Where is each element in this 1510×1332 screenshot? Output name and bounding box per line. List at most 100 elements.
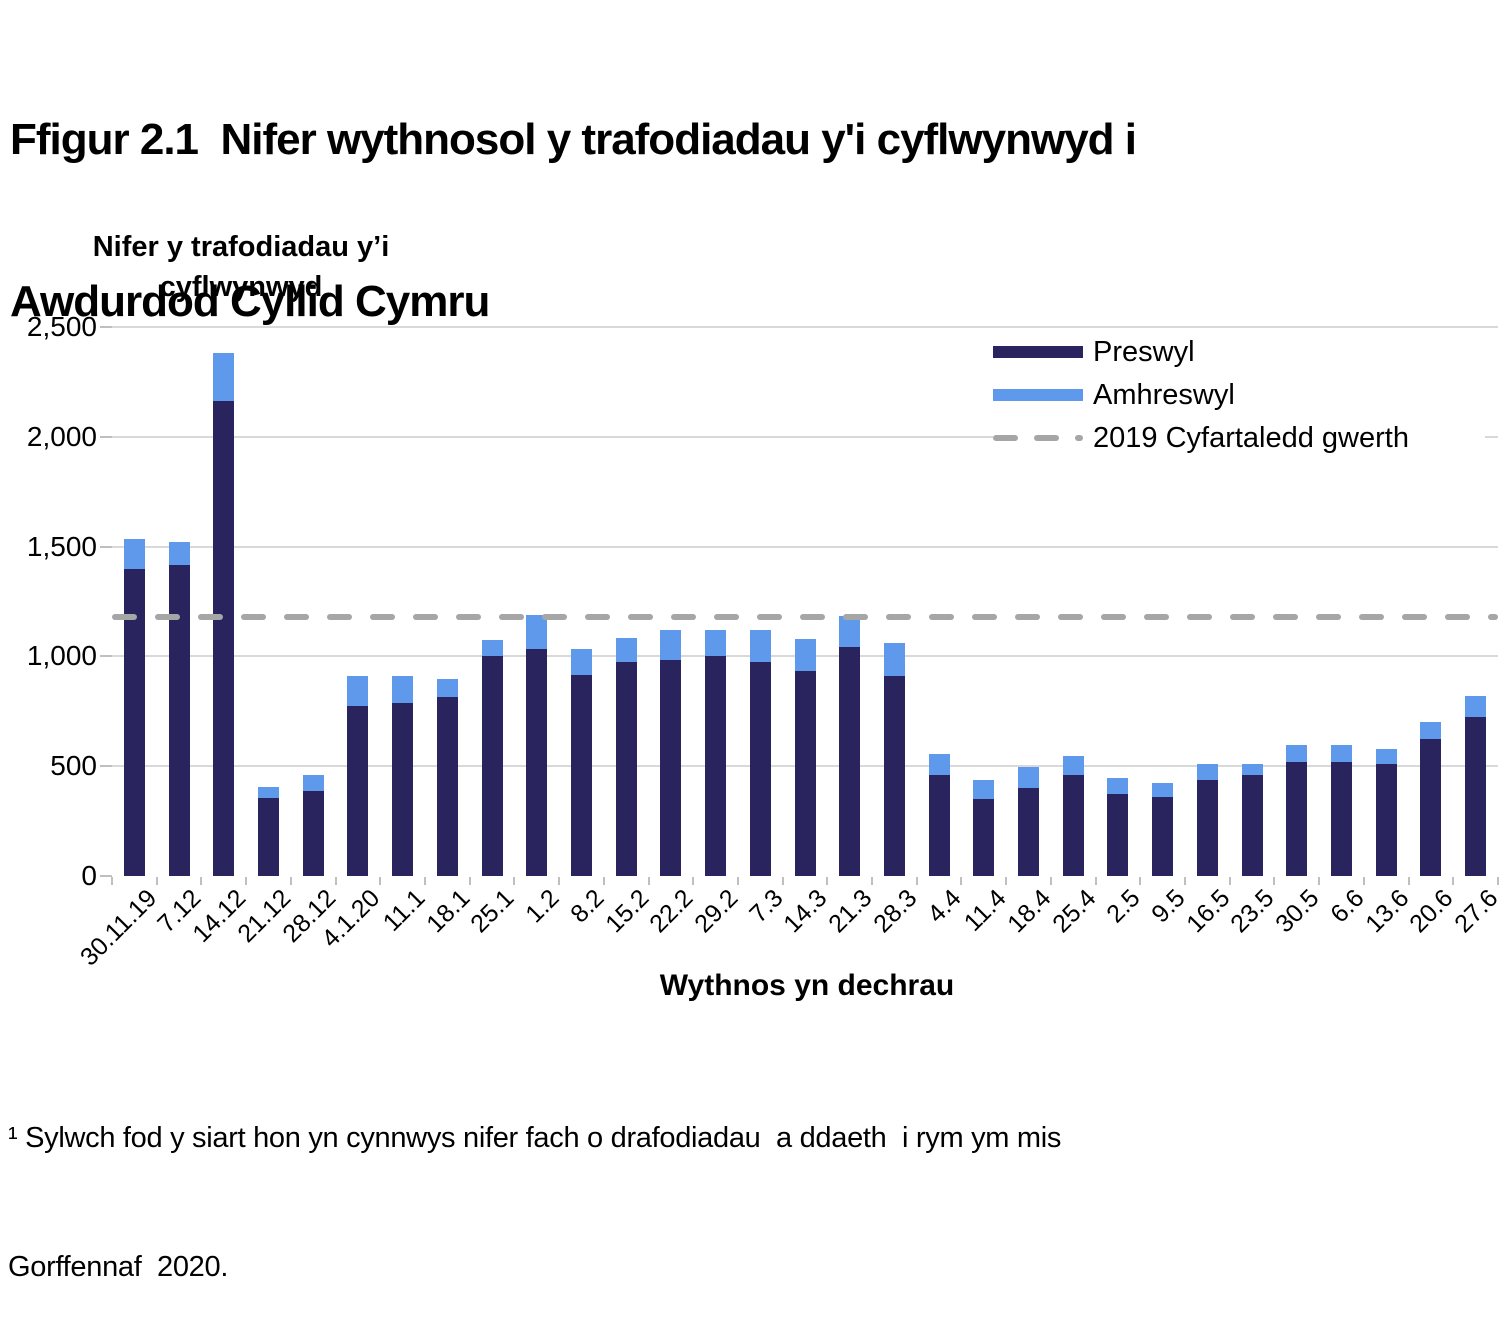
legend-label-amhreswyl: Amhreswyl <box>1093 378 1235 411</box>
x-tick-label: 16.5 <box>1180 884 1236 939</box>
bar-segment-preswyl <box>1286 761 1308 876</box>
bar-segment-preswyl <box>749 661 771 876</box>
chart-title-line1: Ffigur 2.1 Nifer wythnosol y trafodiadau… <box>10 115 1137 164</box>
x-tick-label: 18.1 <box>420 884 476 939</box>
bar-segment-amhreswyl <box>168 542 190 566</box>
x-axis-tick <box>1273 877 1276 885</box>
average-line-dash <box>1488 613 1498 620</box>
average-line-dash <box>585 613 610 620</box>
bar-segment-amhreswyl <box>526 614 548 649</box>
bar-segment-preswyl <box>1420 738 1442 876</box>
bar-segment-amhreswyl <box>1018 767 1040 789</box>
x-axis-tick <box>1497 877 1499 885</box>
x-axis-tick <box>1005 877 1008 885</box>
x-tick-label: 15.2 <box>599 884 654 939</box>
x-axis-tick <box>826 877 829 885</box>
x-axis-tick <box>200 877 203 885</box>
x-tick-label: 11.1 <box>377 884 431 937</box>
average-line-dash <box>1445 613 1470 620</box>
x-axis-tick <box>245 877 248 885</box>
x-axis-tick <box>558 877 561 885</box>
bar-segment-amhreswyl <box>1152 782 1174 797</box>
footnote-line2: Gorffennaf 2020. <box>8 1251 229 1283</box>
bar-segment-amhreswyl <box>1331 745 1353 762</box>
average-line-dash <box>112 613 137 620</box>
dashed-line-icon <box>993 435 1083 441</box>
average-line-dash <box>628 613 653 620</box>
bar-segment-preswyl <box>1062 774 1084 876</box>
legend-label-average: 2019 Cyfartaledd gwerth <box>1093 421 1409 454</box>
average-line-dash <box>1402 613 1427 620</box>
legend: Preswyl Amhreswyl 2019 Cyfartaledd gwert… <box>993 336 1485 454</box>
bar-segment-amhreswyl <box>257 787 279 799</box>
bar-segment-amhreswyl <box>660 630 682 660</box>
average-line-dash <box>542 613 567 620</box>
bar-segment-preswyl <box>570 675 592 876</box>
x-axis-tick <box>1228 877 1231 885</box>
preswyl-swatch-icon <box>993 346 1083 358</box>
bar-segment-amhreswyl <box>436 679 458 698</box>
bar-segment-amhreswyl <box>615 637 637 662</box>
bar-segment-preswyl <box>794 670 816 876</box>
x-tick-label: 22.2 <box>644 884 699 939</box>
average-line-dash <box>929 613 954 620</box>
bar-segment-amhreswyl <box>1062 756 1084 775</box>
x-axis-tick <box>1049 877 1052 885</box>
average-line-dash <box>714 613 739 620</box>
x-axis-tick <box>513 877 516 885</box>
y-axis-title-line2: cyflwynwyd <box>159 271 323 303</box>
bar-segment-amhreswyl <box>1107 778 1129 794</box>
y-axis-tick <box>100 765 112 768</box>
x-tick-label: 28.3 <box>868 884 923 939</box>
y-tick-label: 0 <box>81 860 97 891</box>
average-line-dash <box>800 613 825 620</box>
x-axis-tick <box>1139 877 1142 885</box>
y-axis-tick <box>100 545 112 548</box>
bar-segment-amhreswyl <box>794 638 816 671</box>
x-axis-tick <box>468 877 471 885</box>
bar-segment-amhreswyl <box>839 615 861 647</box>
bar-segment-preswyl <box>1152 796 1174 876</box>
x-axis-tick <box>915 877 918 885</box>
average-line-dash <box>198 613 223 620</box>
x-axis-tick <box>334 877 337 885</box>
y-axis-title-line1: Nifer y trafodiadau y’i <box>92 231 390 263</box>
bar-segment-preswyl <box>839 646 861 876</box>
x-tick-label: 25.1 <box>465 884 520 939</box>
bar-segment-preswyl <box>1465 716 1487 876</box>
bar-segment-amhreswyl <box>1196 764 1218 781</box>
amhreswyl-swatch-icon <box>993 389 1083 401</box>
average-line-dash <box>284 613 309 620</box>
x-axis-tick <box>960 877 963 885</box>
bar-segment-amhreswyl <box>1375 748 1397 764</box>
chart-title: Ffigur 2.1 Nifer wythnosol y trafodiadau… <box>10 5 1410 383</box>
average-line-dash <box>886 613 911 620</box>
bar-segment-amhreswyl <box>1420 722 1442 739</box>
x-axis-tick <box>155 877 158 885</box>
footnote-line1: ¹ Sylwch fod y siart hon yn cynnwys nife… <box>8 1122 1062 1154</box>
y-tick-label: 1,500 <box>26 530 97 562</box>
average-line-dash <box>972 613 997 620</box>
x-axis-tick <box>1318 877 1321 885</box>
bar-segment-preswyl <box>302 791 324 876</box>
footnote: ¹ Sylwch fod y siart hon yn cynnwys nife… <box>8 1031 1468 1332</box>
x-tick-label: 29.2 <box>689 884 744 939</box>
average-line-dash <box>843 613 868 620</box>
x-tick-label: 20.6 <box>1404 884 1459 939</box>
bar-segment-amhreswyl <box>392 676 414 703</box>
average-line-dash <box>155 613 180 620</box>
x-tick-label: 18.4 <box>1002 884 1057 939</box>
average-line-dash <box>413 613 438 620</box>
bar-segment-preswyl <box>973 799 995 876</box>
bar-segment-preswyl <box>347 705 369 876</box>
bar-segment-amhreswyl <box>749 630 771 662</box>
x-axis-tick <box>1407 877 1410 885</box>
plot-area: 0 500 1,000 1,500 2,000 2,500 30.11.19 7.12 14.1… <box>26 312 1504 972</box>
bar-segment-amhreswyl <box>481 639 503 657</box>
average-line-dash <box>1187 613 1212 620</box>
bar-segment-preswyl <box>928 774 950 876</box>
x-tick-label: 2.5 <box>1101 884 1146 929</box>
bar-segment-preswyl <box>526 648 548 876</box>
bar-segment-preswyl <box>1241 774 1263 876</box>
bar-segment-amhreswyl <box>705 630 727 657</box>
